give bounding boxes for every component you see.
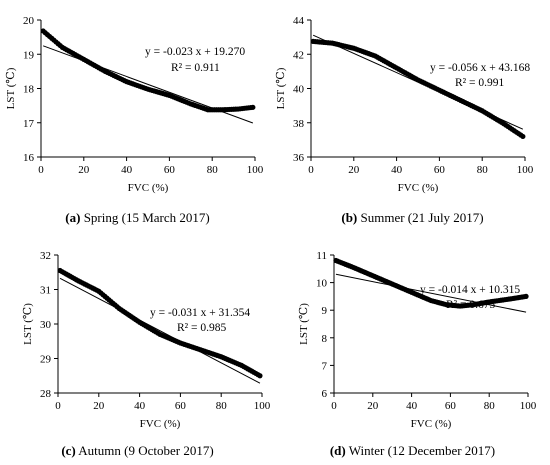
y-axis-label: LST (℃) [298,303,310,345]
y-tick-label: 10 [316,278,328,290]
x-tick-label: 60 [175,400,187,412]
x-tick-label: 40 [391,164,403,176]
x-axis-label: FVC (%) [398,182,439,194]
caption-panel-a: (a) Spring (15 March 2017) [0,210,275,226]
x-tick-label: 100 [517,164,534,176]
y-tick-label: 44 [293,15,305,27]
chart-panel-d: 6 7 8 9 10 11 0 20 40 60 80 100 FVC (%) LST (℃) y = -0… [298,250,537,430]
y-tick-label: 11 [316,250,327,262]
regression-equation: y = -0.023 x + 19.270 [145,46,245,58]
x-tick-label: 40 [134,400,146,412]
y-tick-label: 29 [40,354,52,366]
y-tick-label: 42 [293,49,304,61]
caption-letter: (b) [341,210,358,225]
x-tick-label: 80 [216,400,228,412]
x-tick-label: 20 [93,400,105,412]
x-tick-label: 40 [406,400,418,412]
y-tick-label: 30 [40,319,52,331]
x-tick-label: 0 [55,400,61,412]
r-squared-label: R² = 0.991 [455,77,504,89]
x-tick-label: 60 [434,164,446,176]
chart-panel-c: 28 29 30 31 32 0 20 40 60 80 100 FVC (%) LST (℃) y = … [22,250,271,430]
x-tick-label: 100 [254,400,271,412]
y-axis-label: LST (℃) [22,303,34,345]
x-tick-label: 80 [207,164,219,176]
y-tick-label: 28 [40,388,52,400]
caption-text: Winter (12 December 2017) [345,443,496,458]
y-tick-label: 18 [23,84,35,96]
y-tick-label: 7 [322,360,328,372]
y-tick-label: 40 [293,84,305,96]
caption-letter: (d) [329,443,346,458]
y-tick-label: 32 [40,250,51,262]
y-tick-label: 20 [23,15,35,27]
data-point [257,373,263,379]
r-squared-label: R² = 0.985 [177,322,226,334]
x-tick-label: 20 [367,400,379,412]
trend-line [335,273,527,313]
y-tick-label: 38 [293,118,305,130]
trend-line [312,34,524,130]
y-tick-label: 36 [293,152,305,164]
y-tick-label: 8 [322,333,328,345]
y-tick-label: 6 [322,388,328,400]
data-point [250,104,256,110]
x-tick-label: 100 [247,164,264,176]
y-tick-label: 17 [23,118,35,130]
y-tick-label: 19 [23,49,35,61]
caption-letter: (c) [61,443,76,458]
caption-text: Autumn (9 October 2017) [75,443,214,458]
trend-line [42,45,254,124]
chart-panel-b: 36 38 40 42 44 0 20 40 60 80 100 FVC (%) LST (℃) y = … [275,15,534,194]
x-tick-label: 80 [484,400,496,412]
regression-equation: y = -0.014 x + 10.315 [420,284,520,296]
x-tick-label: 20 [348,164,360,176]
x-axis-label: FVC (%) [140,418,181,430]
x-tick-label: 20 [78,164,90,176]
trend-line [59,277,261,384]
regression-equation: y = -0.031 x + 31.354 [150,307,250,319]
data-point [523,293,529,299]
r-squared-label: R² = 0.673 [446,299,495,311]
x-tick-label: 0 [38,164,44,176]
x-tick-label: 80 [477,164,489,176]
caption-text: Spring (15 March 2017) [80,210,210,225]
y-axis-label: LST (℃) [5,67,17,109]
x-axis-label: FVC (%) [411,418,452,430]
y-axis-label: LST (℃) [275,67,287,109]
caption-panel-c: (c) Autumn (9 October 2017) [0,443,275,459]
y-tick-label: 16 [23,152,35,164]
caption-panel-d: (d) Winter (12 December 2017) [275,443,550,459]
regression-equation: y = -0.056 x + 43.168 [430,62,530,74]
x-axis-label: FVC (%) [128,182,169,194]
r-squared-label: R² = 0.911 [171,62,220,74]
x-tick-label: 60 [164,164,176,176]
y-tick-label: 31 [40,285,51,297]
caption-letter: (a) [65,210,81,225]
x-tick-label: 0 [331,400,337,412]
x-tick-label: 0 [308,164,314,176]
y-tick-label: 9 [322,305,328,317]
caption-panel-b: (b) Summer (21 July 2017) [275,210,550,226]
data-point [520,133,526,140]
x-tick-label: 40 [121,164,133,176]
x-tick-label: 100 [520,400,537,412]
chart-panel-a: 16 17 18 19 20 0 20 40 60 80 100 FVC (%) LST (℃) y = … [5,15,264,194]
caption-text: Summer (21 July 2017) [357,210,484,225]
x-tick-label: 60 [445,400,457,412]
